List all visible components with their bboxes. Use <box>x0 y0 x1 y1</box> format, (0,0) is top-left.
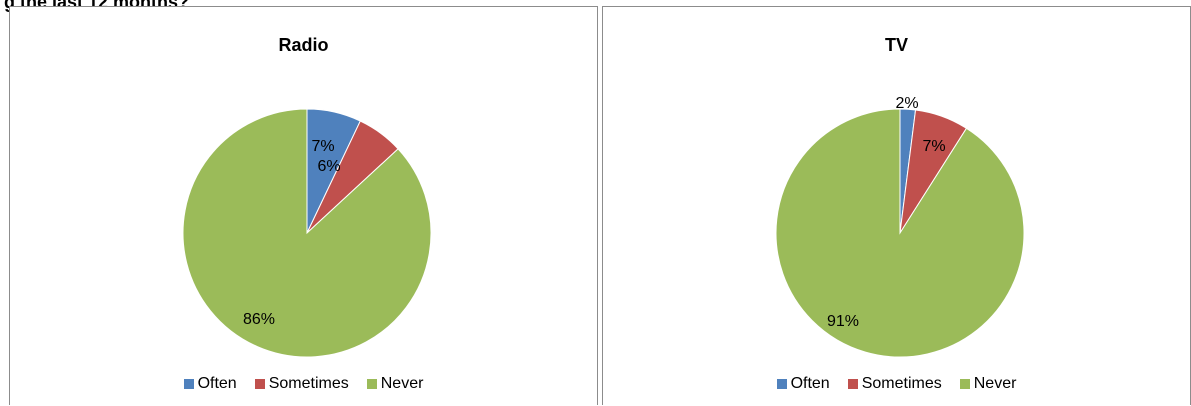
legend-label: Sometimes <box>861 375 942 392</box>
legend-item-never: Never <box>959 375 1017 393</box>
legend-item-never: Never <box>366 375 424 393</box>
data-label-sometimes: 7% <box>922 138 945 155</box>
legend-item-sometimes: Sometimes <box>254 375 349 393</box>
legend-label: Often <box>197 375 237 392</box>
chart-title: Radio <box>278 35 329 55</box>
data-label-never: 91% <box>827 313 859 330</box>
data-label-never: 86% <box>243 311 275 328</box>
chart-title: TV <box>884 35 908 55</box>
pie-chart-radio: 7% 6% 86% <box>182 108 432 358</box>
legend-swatch-sometimes <box>847 379 858 389</box>
pie-slice-never <box>182 108 432 358</box>
pie-chart-tv: 2% 7% 91% <box>775 95 1025 358</box>
legend-label: Never <box>380 375 424 392</box>
legend: Often Sometimes Never <box>603 375 1190 393</box>
legend-swatch-often <box>776 379 787 389</box>
legend: Often Sometimes Never <box>10 375 597 393</box>
legend-label: Sometimes <box>268 375 349 392</box>
legend-swatch-often <box>183 379 194 389</box>
legend-swatch-sometimes <box>254 379 265 389</box>
legend-item-often: Often <box>183 375 237 393</box>
legend-swatch-never <box>366 379 377 389</box>
data-label-often: 7% <box>311 138 334 155</box>
legend-label: Often <box>790 375 830 392</box>
legend-label: Never <box>973 375 1017 392</box>
chart-panel-radio: Radio 7% 6% 86% Often Sometimes Never <box>9 6 598 405</box>
legend-swatch-never <box>959 379 970 389</box>
chart-panel-tv: TV 2% 7% 91% Often Sometimes Never <box>602 6 1191 405</box>
data-label-sometimes: 6% <box>317 158 340 175</box>
legend-item-often: Often <box>776 375 830 393</box>
data-label-often: 2% <box>895 95 918 112</box>
legend-item-sometimes: Sometimes <box>847 375 942 393</box>
pie-slice-never <box>775 108 1025 358</box>
